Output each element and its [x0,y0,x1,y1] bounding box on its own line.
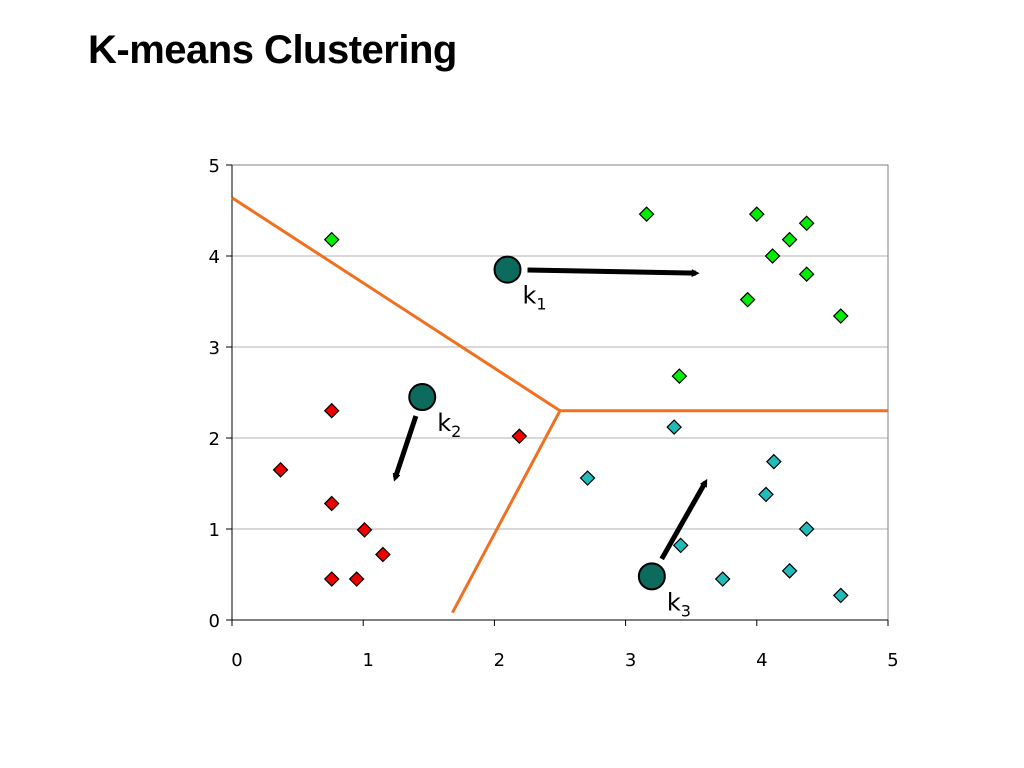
data-point-red [323,402,340,419]
x-tick-label: 0 [231,650,242,671]
data-point-red [356,522,373,538]
data-point-cyan [798,521,815,537]
x-tick-label: 3 [625,650,636,671]
y-tick-label: 5 [209,156,220,177]
data-point-green [638,206,655,222]
x-tick-label: 1 [362,650,373,671]
centroid-move-arrow [392,415,419,482]
data-points [272,206,849,604]
data-point-red [511,428,528,445]
y-tick-label: 0 [209,611,220,632]
centroid-marker [637,562,666,591]
data-point-green [798,215,815,232]
data-point-green [764,248,781,264]
data-point-red [323,495,340,512]
data-point-cyan [766,453,782,470]
data-point-cyan [579,470,596,486]
data-point-green [832,308,849,324]
data-point-cyan [781,563,798,579]
x-tick-label: 4 [756,650,767,671]
data-point-red [348,571,365,587]
data-point-cyan [758,486,774,503]
axes: 0 1 2 3 4 5 0 1 2 3 4 5 [209,156,899,671]
centroid-label: k2 [437,409,461,441]
data-point-green [671,368,688,384]
centroid-marker [493,255,522,284]
data-point-red [272,462,289,478]
y-tick-label: 2 [209,429,220,450]
data-point-green [739,291,756,308]
data-point-cyan [672,537,689,554]
data-point-cyan [666,419,682,435]
boundary-line [231,196,561,412]
cluster-boundaries [231,196,888,614]
data-point-red [323,571,340,587]
centroid-move-arrow [527,267,700,278]
x-tick-label: 5 [887,650,898,671]
data-point-green [748,206,765,222]
y-tick-label: 4 [209,247,220,268]
data-point-green [798,266,815,283]
data-point-cyan [714,571,731,587]
centroids: k1 k2 k3 [392,255,708,620]
centroid-marker [408,383,437,412]
centroid-move-arrow [659,478,708,561]
data-point-red [375,546,391,563]
centroid-label: k3 [667,588,691,620]
boundary-line [451,409,562,614]
y-tick-label: 1 [209,520,220,541]
data-point-green [323,231,340,248]
data-point-cyan [832,587,849,604]
centroid-label: k1 [523,282,547,314]
data-point-green [781,231,798,248]
x-tick-label: 2 [494,650,505,671]
y-tick-label: 3 [209,338,220,359]
slide-title: K-means Clustering [88,28,457,72]
grid-lines [232,164,888,530]
